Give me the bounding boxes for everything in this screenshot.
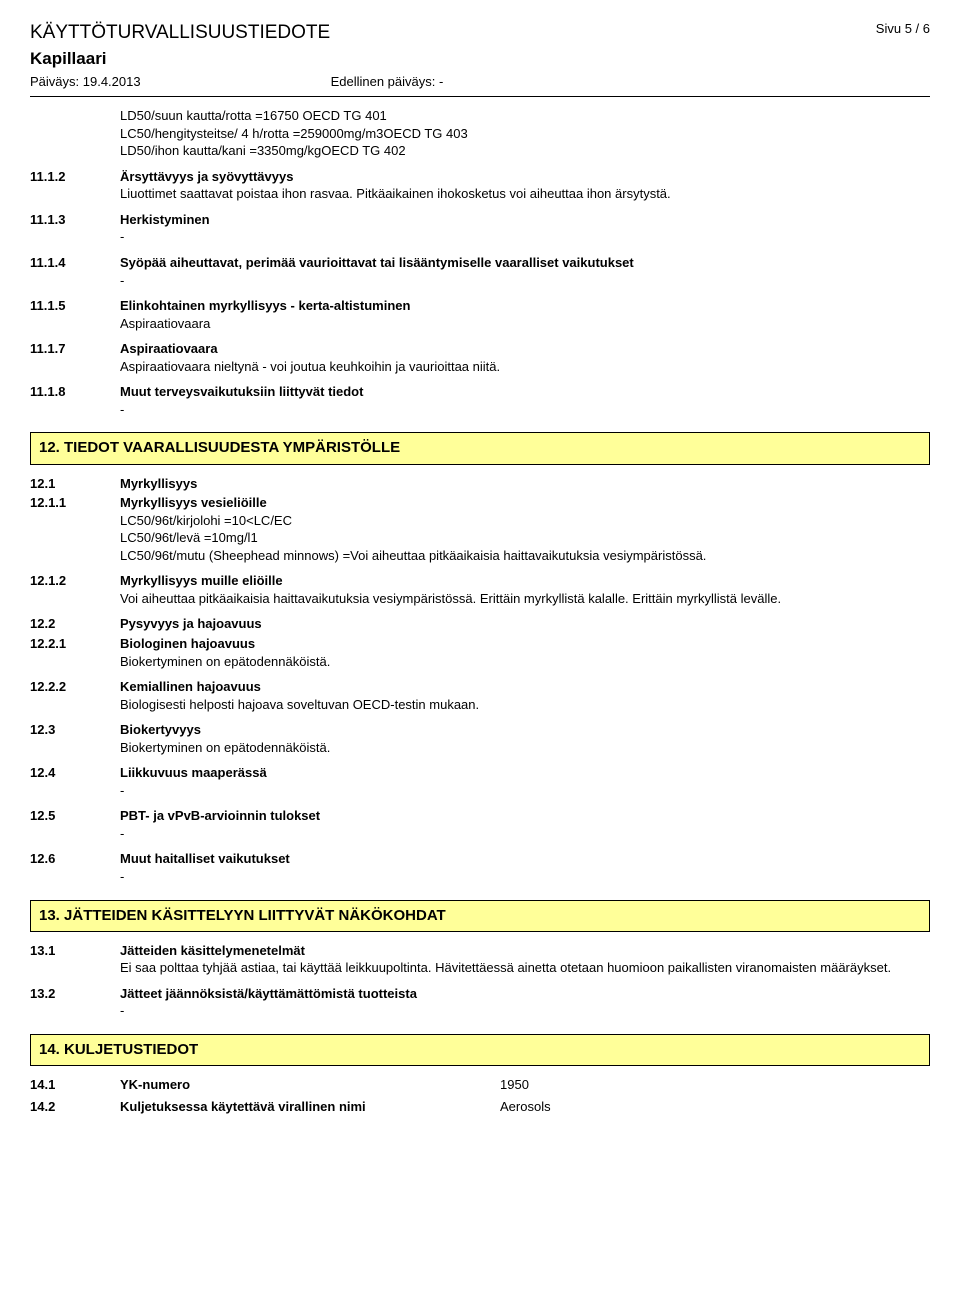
entry-14-2: 14.2 Kuljetuksessa käytettävä virallinen… (30, 1098, 930, 1116)
entry-number: 14.2 (30, 1098, 120, 1116)
entry-label: Muut terveysvaikutuksiin liittyvät tiedo… (120, 383, 930, 401)
entry-number: 12.2.2 (30, 678, 120, 713)
entry-label: Ärsyttävyys ja syövyttävyys (120, 168, 930, 186)
entry-text: - (120, 1002, 930, 1020)
date-row: Päiväys: 19.4.2013 Edellinen päiväys: - (30, 73, 443, 91)
entry-text: - (120, 228, 930, 246)
entry-13-2: 13.2 Jätteet jäännöksistä/käyttämättömis… (30, 985, 930, 1020)
entry-11-1-8: 11.1.8 Muut terveysvaikutuksiin liittyvä… (30, 383, 930, 418)
intro-line: LD50/ihon kautta/kani =3350mg/kgOECD TG … (120, 142, 930, 160)
entry-text: Aspiraatiovaara nieltynä - voi joutua ke… (120, 358, 930, 376)
page-number: Sivu 5 / 6 (876, 20, 930, 38)
entry-text: - (120, 782, 930, 800)
entry-text: LC50/96t/levä =10mg/l1 (120, 529, 930, 547)
entry-12-1: 12.1 Myrkyllisyys (30, 475, 930, 493)
entry-12-5: 12.5 PBT- ja vPvB-arvioinnin tulokset - (30, 807, 930, 842)
entry-number: 11.1.3 (30, 211, 120, 246)
entry-number: 12.3 (30, 721, 120, 756)
entry-label: Jätteet jäännöksistä/käyttämättömistä tu… (120, 985, 930, 1003)
entry-label: Herkistyminen (120, 211, 930, 229)
entry-value: Aerosols (500, 1098, 930, 1116)
entry-text: Biologisesti helposti hajoava soveltuvan… (120, 696, 930, 714)
entry-number: 11.1.8 (30, 383, 120, 418)
entry-14-1: 14.1 YK-numero 1950 (30, 1076, 930, 1094)
entry-12-2: 12.2 Pysyvyys ja hajoavuus (30, 615, 930, 633)
entry-label: Jätteiden käsittelymenetelmät (120, 942, 930, 960)
doc-title: KÄYTTÖTURVALLISUUSTIEDOTE (30, 20, 443, 46)
entry-label: Myrkyllisyys muille eliöille (120, 572, 930, 590)
entry-text: LC50/96t/kirjolohi =10<LC/EC (120, 512, 930, 530)
entry-12-3: 12.3 Biokertyvyys Biokertyminen on epäto… (30, 721, 930, 756)
entry-label: Biokertyvyys (120, 721, 930, 739)
intro-line: LD50/suun kautta/rotta =16750 OECD TG 40… (120, 107, 930, 125)
entry-text: - (120, 401, 930, 419)
entry-number: 11.1.7 (30, 340, 120, 375)
entry-number: 13.1 (30, 942, 120, 977)
product-name: Kapillaari (30, 48, 443, 71)
entry-text: LC50/96t/mutu (Sheephead minnows) =Voi a… (120, 547, 930, 565)
entry-text: Liuottimet saattavat poistaa ihon rasvaa… (120, 185, 930, 203)
entry-number: 12.5 (30, 807, 120, 842)
entry-label: Syöpää aiheuttavat, perimää vaurioittava… (120, 254, 930, 272)
entry-12-2-2: 12.2.2 Kemiallinen hajoavuus Biologisest… (30, 678, 930, 713)
entry-12-2-1: 12.2.1 Biologinen hajoavuus Biokertymine… (30, 635, 930, 670)
entry-number: 11.1.5 (30, 297, 120, 332)
entry-label: PBT- ja vPvB-arvioinnin tulokset (120, 807, 930, 825)
entry-label: Elinkohtainen myrkyllisyys - kerta-altis… (120, 297, 930, 315)
entry-12-4: 12.4 Liikkuvuus maaperässä - (30, 764, 930, 799)
entry-label: Muut haitalliset vaikutukset (120, 850, 930, 868)
section-13-header: 13. JÄTTEIDEN KÄSITTELYYN LIITTYVÄT NÄKÖ… (30, 900, 930, 932)
intro-line: LC50/hengitysteitse/ 4 h/rotta =259000mg… (120, 125, 930, 143)
entry-key: YK-numero (120, 1076, 500, 1094)
entry-number: 12.1 (30, 475, 120, 493)
header: KÄYTTÖTURVALLISUUSTIEDOTE Kapillaari Päi… (30, 20, 930, 90)
entry-number: 14.1 (30, 1076, 120, 1094)
entry-label: Liikkuvuus maaperässä (120, 764, 930, 782)
entry-label: Pysyvyys ja hajoavuus (120, 615, 930, 633)
entry-label: Myrkyllisyys vesieliöille (120, 494, 930, 512)
entry-label: Biologinen hajoavuus (120, 635, 930, 653)
section-12-header: 12. TIEDOT VAARALLISUUDESTA YMPÄRISTÖLLE (30, 432, 930, 464)
entry-text: Voi aiheuttaa pitkäaikaisia haittavaikut… (120, 590, 930, 608)
entry-text: Ei saa polttaa tyhjää astiaa, tai käyttä… (120, 959, 930, 977)
entry-11-1-7: 11.1.7 Aspiraatiovaara Aspiraatiovaara n… (30, 340, 930, 375)
entry-11-1-5: 11.1.5 Elinkohtainen myrkyllisyys - kert… (30, 297, 930, 332)
entry-text: Biokertyminen on epätodennäköistä. (120, 653, 930, 671)
entry-number: 12.2 (30, 615, 120, 633)
entry-11-1-4: 11.1.4 Syöpää aiheuttavat, perimää vauri… (30, 254, 930, 289)
entry-number: 12.1.1 (30, 494, 120, 564)
entry-key: Kuljetuksessa käytettävä virallinen nimi (120, 1098, 500, 1116)
entry-number: 13.2 (30, 985, 120, 1020)
entry-text: Aspiraatiovaara (120, 315, 930, 333)
intro-block: LD50/suun kautta/rotta =16750 OECD TG 40… (120, 107, 930, 160)
entry-12-6: 12.6 Muut haitalliset vaikutukset - (30, 850, 930, 885)
entry-label: Aspiraatiovaara (120, 340, 930, 358)
entry-number: 12.2.1 (30, 635, 120, 670)
prev-date-label: Edellinen päiväys: - (331, 73, 444, 91)
entry-11-1-2: 11.1.2 Ärsyttävyys ja syövyttävyys Liuot… (30, 168, 930, 203)
entry-number: 12.1.2 (30, 572, 120, 607)
date-label: Päiväys: 19.4.2013 (30, 73, 141, 91)
entry-text: - (120, 825, 930, 843)
entry-number: 12.4 (30, 764, 120, 799)
entry-number: 12.6 (30, 850, 120, 885)
entry-11-1-3: 11.1.3 Herkistyminen - (30, 211, 930, 246)
entry-number: 11.1.2 (30, 168, 120, 203)
entry-text: - (120, 868, 930, 886)
entry-12-1-2: 12.1.2 Myrkyllisyys muille eliöille Voi … (30, 572, 930, 607)
header-divider (30, 96, 930, 97)
entry-label: Kemiallinen hajoavuus (120, 678, 930, 696)
entry-number: 11.1.4 (30, 254, 120, 289)
entry-label: Myrkyllisyys (120, 475, 930, 493)
entry-text: Biokertyminen on epätodennäköistä. (120, 739, 930, 757)
entry-text: - (120, 272, 930, 290)
entry-value: 1950 (500, 1076, 930, 1094)
entry-12-1-1: 12.1.1 Myrkyllisyys vesieliöille LC50/96… (30, 494, 930, 564)
section-14-header: 14. KULJETUSTIEDOT (30, 1034, 930, 1066)
entry-13-1: 13.1 Jätteiden käsittelymenetelmät Ei sa… (30, 942, 930, 977)
